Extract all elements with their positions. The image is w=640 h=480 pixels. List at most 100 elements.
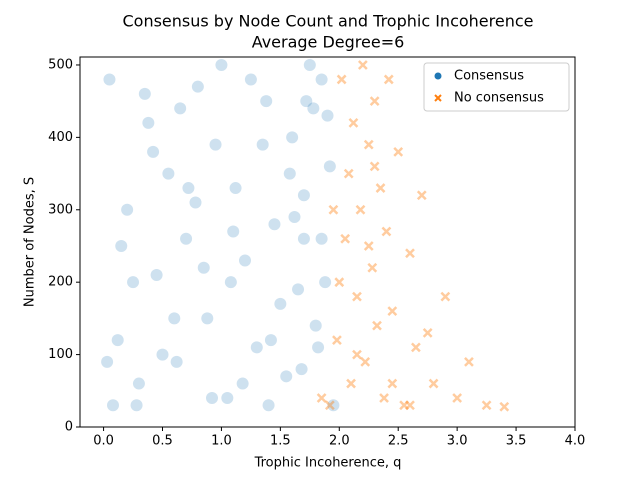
point: [357, 60, 368, 70]
point: [191, 80, 204, 93]
point: [280, 370, 293, 383]
point: [369, 96, 380, 107]
y-tick-label: 300: [48, 202, 73, 217]
point: [107, 399, 119, 412]
point: [387, 306, 398, 317]
y-axis-label: Number of Nodes, S: [23, 177, 38, 307]
point: [138, 87, 151, 100]
point: [411, 342, 421, 353]
point: [292, 283, 305, 296]
point: [387, 378, 398, 389]
point: [307, 102, 320, 115]
point: [336, 74, 347, 85]
point: [103, 73, 116, 86]
point: [250, 341, 263, 354]
x-tick-label: 0.0: [93, 434, 114, 449]
point: [288, 211, 301, 224]
point: [189, 196, 202, 209]
point: [215, 58, 228, 71]
point: [328, 204, 339, 215]
y-tick-label: 0: [65, 420, 73, 435]
point: [383, 74, 394, 85]
point: [297, 232, 310, 245]
point: [239, 254, 251, 267]
point: [101, 355, 114, 368]
point: [182, 182, 195, 195]
point: [312, 341, 325, 354]
point: [319, 276, 332, 289]
point: [372, 320, 382, 331]
point: [367, 262, 378, 273]
y-tick-label: 100: [48, 347, 73, 362]
point: [221, 392, 234, 405]
point: [363, 241, 374, 251]
chart-subtitle: Average Degree=6: [252, 33, 405, 52]
point: [481, 400, 492, 411]
point: [399, 400, 409, 411]
point: [229, 182, 242, 195]
point: [355, 204, 366, 215]
chart-title: Consensus by Node Count and Trophic Inco…: [122, 12, 533, 31]
legend-marker: [434, 94, 442, 102]
point: [360, 356, 371, 367]
point: [142, 116, 155, 129]
point: [156, 348, 169, 361]
point: [303, 58, 316, 71]
point: [393, 146, 404, 157]
y-tick-label: 400: [48, 130, 73, 145]
point: [379, 393, 389, 403]
y-tick-label: 200: [48, 275, 73, 290]
x-tick-label: 1.0: [211, 434, 232, 449]
point: [121, 203, 134, 216]
point: [316, 393, 327, 403]
point: [244, 73, 257, 86]
point: [334, 277, 345, 288]
point: [452, 393, 463, 403]
x-tick-label: 0.5: [152, 434, 173, 449]
point: [260, 95, 273, 108]
point: [499, 401, 510, 412]
point: [297, 189, 310, 202]
point: [352, 291, 362, 302]
point: [180, 232, 193, 245]
point: [332, 335, 342, 345]
point: [127, 276, 140, 289]
point: [174, 102, 187, 115]
legend-label: Consensus: [454, 69, 524, 84]
x-axis-label: Trophic Incoherence, q: [254, 456, 402, 471]
point: [428, 378, 439, 389]
point: [268, 218, 281, 231]
point: [147, 145, 160, 158]
plot-area: [101, 58, 510, 412]
point: [256, 138, 269, 151]
point: [405, 248, 415, 259]
x-tick-label: 3.0: [447, 434, 468, 449]
point: [236, 377, 249, 390]
point: [162, 167, 175, 180]
point: [300, 95, 313, 108]
point: [405, 400, 415, 411]
legend: Consensus No consensus: [423, 62, 570, 112]
point: [315, 232, 328, 245]
point: [111, 334, 124, 347]
x-tick-label: 3.5: [506, 434, 527, 449]
point: [197, 261, 210, 274]
point: [381, 226, 392, 237]
x-tick-label: 2.5: [388, 434, 409, 449]
x-tick-label: 2.0: [329, 434, 350, 449]
point: [274, 297, 287, 310]
point: [346, 378, 356, 389]
point: [324, 400, 335, 411]
point: [286, 131, 299, 144]
x-tick-label: 1.5: [270, 434, 291, 449]
point: [283, 167, 296, 180]
point: [295, 363, 308, 376]
point: [327, 399, 340, 412]
plot-frame: [79, 56, 576, 428]
x-tick-label: 4.0: [565, 434, 586, 449]
point: [168, 312, 181, 325]
y-tick-label: 500: [48, 57, 73, 72]
legend-marker: [434, 72, 442, 80]
point: [150, 268, 163, 281]
